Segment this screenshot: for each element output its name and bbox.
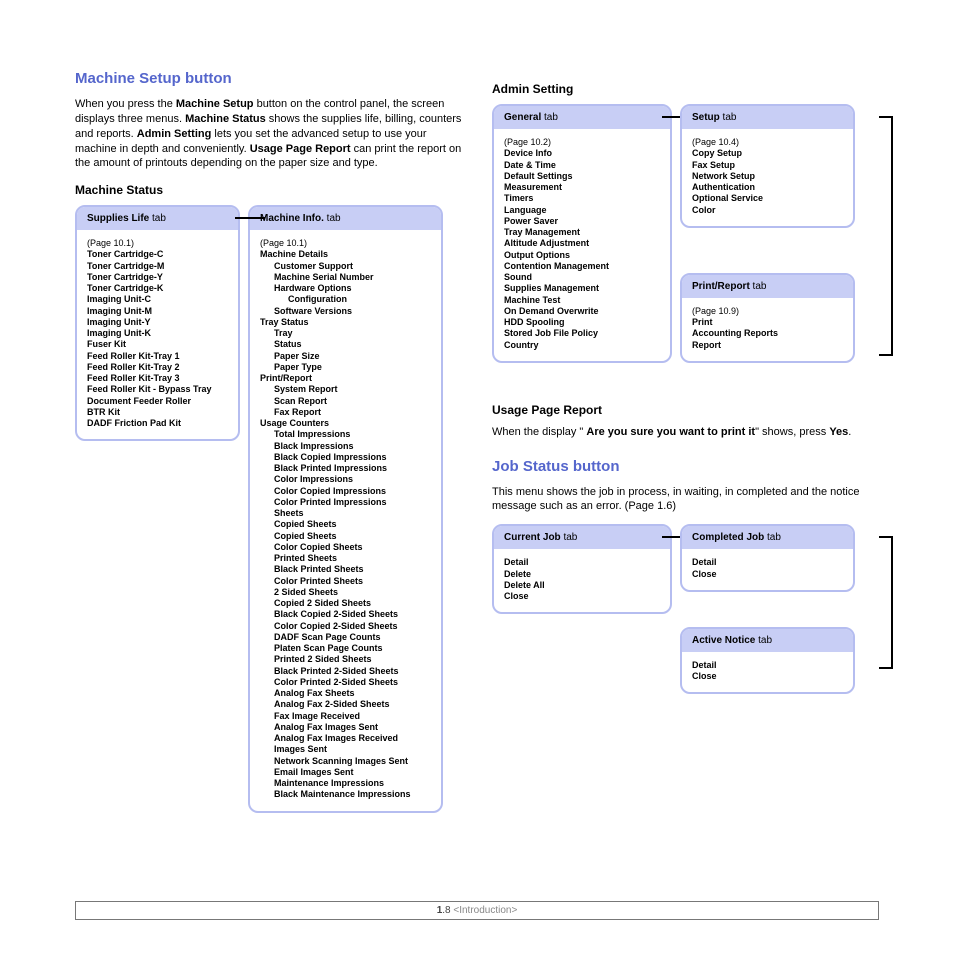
active-notice-box: Active Notice tab DetailClose xyxy=(680,627,855,695)
job-status-heading: Job Status button xyxy=(492,458,879,475)
usage-page-report-heading: Usage Page Report xyxy=(492,403,879,417)
general-tab-box: General tab (Page 10.2)Device InfoDate &… xyxy=(492,104,672,363)
setup-tab-box: Setup tab (Page 10.4)Copy SetupFax Setup… xyxy=(680,104,855,228)
machine-setup-heading: Machine Setup button xyxy=(75,70,462,87)
current-job-box: Current Job tab DetailDeleteDelete AllCl… xyxy=(492,524,672,614)
intro-paragraph: When you press the Machine Setup button … xyxy=(75,97,462,171)
supplies-life-box: Supplies Life tab (Page 10.1) Toner Cart… xyxy=(75,205,240,441)
admin-setting-heading: Admin Setting xyxy=(492,82,879,96)
machine-info-box: Machine Info. tab (Page 10.1) Machine De… xyxy=(248,205,443,813)
machine-status-heading: Machine Status xyxy=(75,183,462,197)
job-intro: This menu shows the job in process, in w… xyxy=(492,485,879,515)
page-footer: 1.8 <Introduction> xyxy=(75,901,879,920)
usage-paragraph: When the display " Are you sure you want… xyxy=(492,425,879,440)
print-report-tab-box: Print/Report tab (Page 10.9)PrintAccount… xyxy=(680,273,855,363)
completed-job-box: Completed Job tab DetailClose xyxy=(680,524,855,592)
